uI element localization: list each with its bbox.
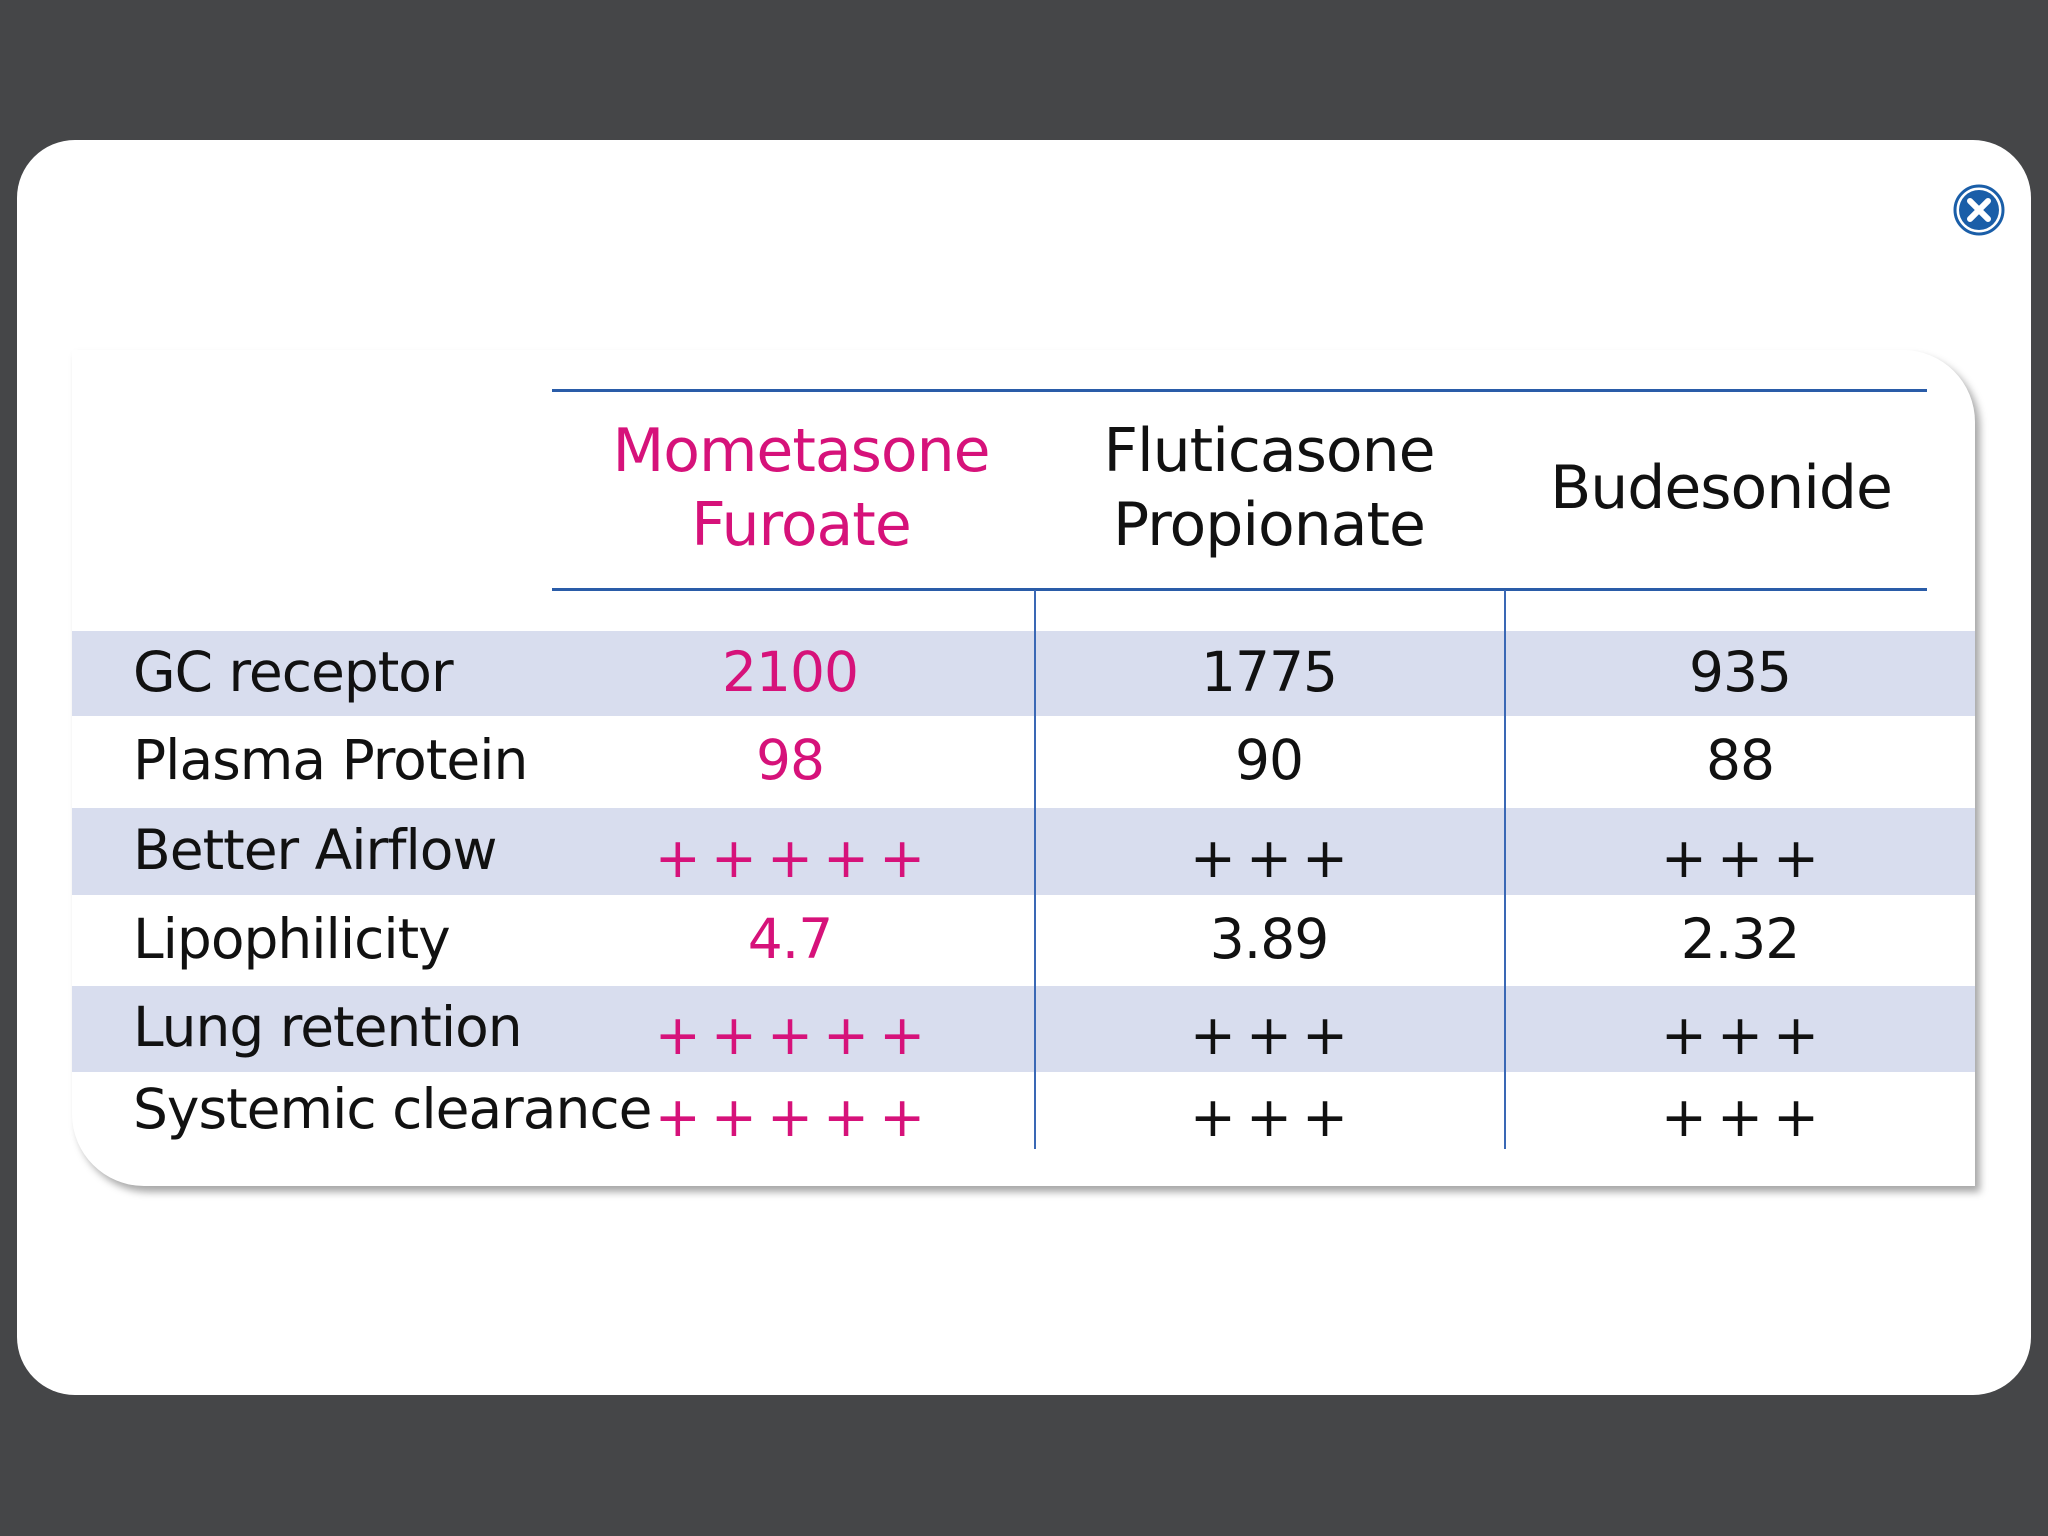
row-label: Plasma Protein bbox=[133, 728, 528, 792]
row-label: GC receptor bbox=[133, 639, 454, 704]
table-cell: 2100 bbox=[722, 639, 859, 704]
row-label: Lipophilicity bbox=[133, 906, 451, 971]
close-button[interactable] bbox=[1953, 184, 2005, 236]
row-label: Better Airflow bbox=[133, 817, 497, 882]
table-cell: +++ bbox=[1660, 1003, 1830, 1067]
row-stripe bbox=[72, 808, 1975, 895]
table-cell: 4.7 bbox=[747, 906, 833, 971]
row-label: Lung retention bbox=[133, 995, 523, 1059]
table-cell: +++ bbox=[1189, 1003, 1359, 1067]
table-cell: 98 bbox=[756, 728, 825, 792]
table-cell: +++ bbox=[1660, 1084, 1830, 1149]
table-cell: 88 bbox=[1706, 728, 1775, 792]
table-cell: 2.32 bbox=[1680, 906, 1800, 971]
table-cell: +++++ bbox=[654, 1003, 936, 1067]
table-cell: +++ bbox=[1189, 825, 1359, 890]
table-cell: 1775 bbox=[1201, 639, 1338, 704]
row-label: Systemic clearance bbox=[133, 1076, 652, 1141]
row-stripe bbox=[72, 631, 1975, 716]
column-rule bbox=[1504, 590, 1506, 1149]
table-cell: 90 bbox=[1235, 728, 1304, 792]
table-cell: +++++ bbox=[654, 825, 936, 890]
table-cell: 3.89 bbox=[1209, 906, 1329, 971]
header-rule bbox=[552, 588, 1927, 591]
header-rule bbox=[552, 389, 1927, 392]
comparison-table: Mometasone Furoate Fluticasone Propionate… bbox=[72, 350, 1975, 1186]
table-cell: +++ bbox=[1189, 1084, 1359, 1149]
table-cell: 935 bbox=[1689, 639, 1792, 704]
row-stripe bbox=[72, 986, 1975, 1072]
column-rule bbox=[1034, 590, 1036, 1149]
column-header: Budesonide bbox=[1550, 453, 1893, 523]
table-cell: +++++ bbox=[654, 1084, 936, 1149]
table-cell: +++ bbox=[1660, 825, 1830, 890]
column-header: Fluticasone Propionate bbox=[1103, 416, 1435, 560]
column-header: Mometasone Furoate bbox=[612, 416, 990, 560]
